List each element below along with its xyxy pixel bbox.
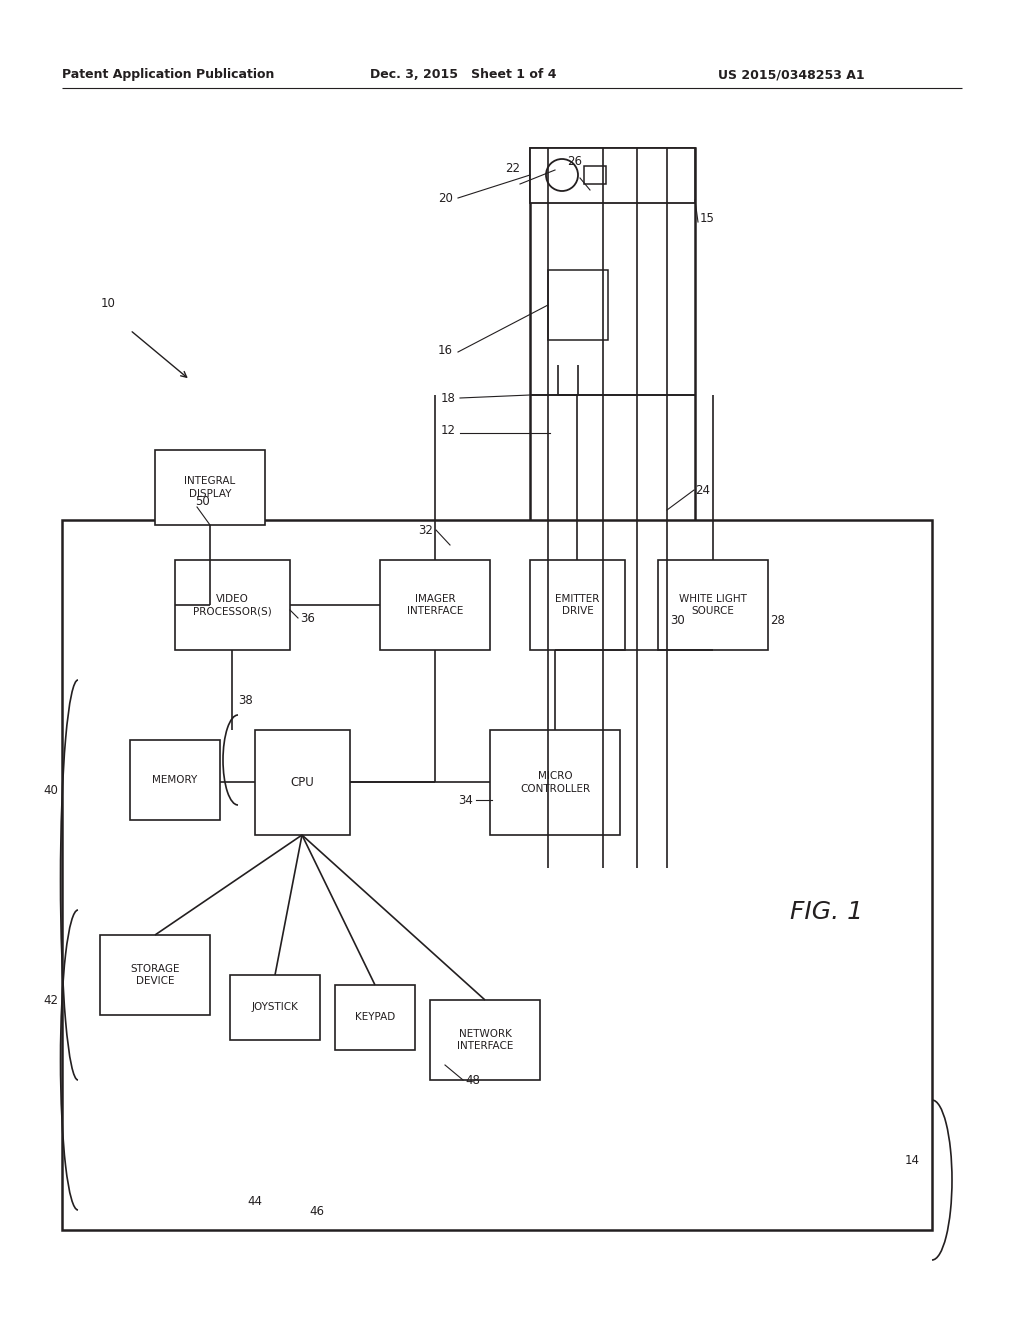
- Text: 12: 12: [441, 424, 456, 437]
- Text: 26: 26: [567, 154, 583, 168]
- Text: 22: 22: [506, 162, 520, 176]
- Bar: [658, 560, 768, 649]
- Text: 16: 16: [438, 343, 453, 356]
- Bar: [62, 520, 932, 1230]
- Text: 36: 36: [300, 611, 314, 624]
- Bar: [255, 730, 350, 836]
- Text: 42: 42: [43, 994, 58, 1006]
- Text: 30: 30: [670, 614, 685, 627]
- Text: 14: 14: [905, 1154, 920, 1167]
- Bar: [380, 560, 490, 649]
- Bar: [584, 166, 606, 183]
- Bar: [335, 985, 415, 1049]
- Text: KEYPAD: KEYPAD: [355, 1012, 395, 1023]
- Text: 48: 48: [465, 1073, 480, 1086]
- Text: 10: 10: [100, 297, 116, 310]
- Bar: [548, 271, 608, 341]
- Text: FIG. 1: FIG. 1: [790, 900, 863, 924]
- Text: 32: 32: [418, 524, 433, 536]
- Text: 24: 24: [695, 483, 710, 496]
- Bar: [430, 1001, 540, 1080]
- Bar: [100, 935, 210, 1015]
- Text: Dec. 3, 2015   Sheet 1 of 4: Dec. 3, 2015 Sheet 1 of 4: [370, 69, 556, 81]
- Text: Patent Application Publication: Patent Application Publication: [62, 69, 274, 81]
- Bar: [530, 560, 625, 649]
- Bar: [530, 148, 695, 203]
- Text: EMITTER
DRIVE: EMITTER DRIVE: [555, 594, 600, 616]
- Text: IMAGER
INTERFACE: IMAGER INTERFACE: [407, 594, 463, 616]
- Text: MEMORY: MEMORY: [153, 775, 198, 785]
- Text: 20: 20: [438, 191, 453, 205]
- Bar: [230, 975, 319, 1040]
- Text: JOYSTICK: JOYSTICK: [252, 1002, 298, 1012]
- Text: STORAGE
DEVICE: STORAGE DEVICE: [130, 964, 180, 986]
- Text: 15: 15: [700, 211, 715, 224]
- Text: INTEGRAL
DISPLAY: INTEGRAL DISPLAY: [184, 477, 236, 499]
- Bar: [530, 148, 695, 869]
- Text: NETWORK
INTERFACE: NETWORK INTERFACE: [457, 1028, 513, 1051]
- Text: 34: 34: [458, 793, 473, 807]
- Text: 46: 46: [309, 1205, 325, 1218]
- Text: VIDEO
PROCESSOR(S): VIDEO PROCESSOR(S): [194, 594, 272, 616]
- Text: 18: 18: [441, 392, 456, 404]
- Text: 38: 38: [238, 693, 253, 706]
- Text: 50: 50: [195, 495, 210, 508]
- Bar: [155, 450, 265, 525]
- Text: WHITE LIGHT
SOURCE: WHITE LIGHT SOURCE: [679, 594, 746, 616]
- Bar: [130, 741, 220, 820]
- Text: US 2015/0348253 A1: US 2015/0348253 A1: [718, 69, 864, 81]
- Text: 40: 40: [43, 784, 58, 796]
- Text: 44: 44: [248, 1195, 262, 1208]
- Bar: [490, 730, 620, 836]
- Text: CPU: CPU: [291, 776, 314, 789]
- Text: MICRO
CONTROLLER: MICRO CONTROLLER: [520, 771, 590, 793]
- Bar: [175, 560, 290, 649]
- Text: 28: 28: [770, 614, 784, 627]
